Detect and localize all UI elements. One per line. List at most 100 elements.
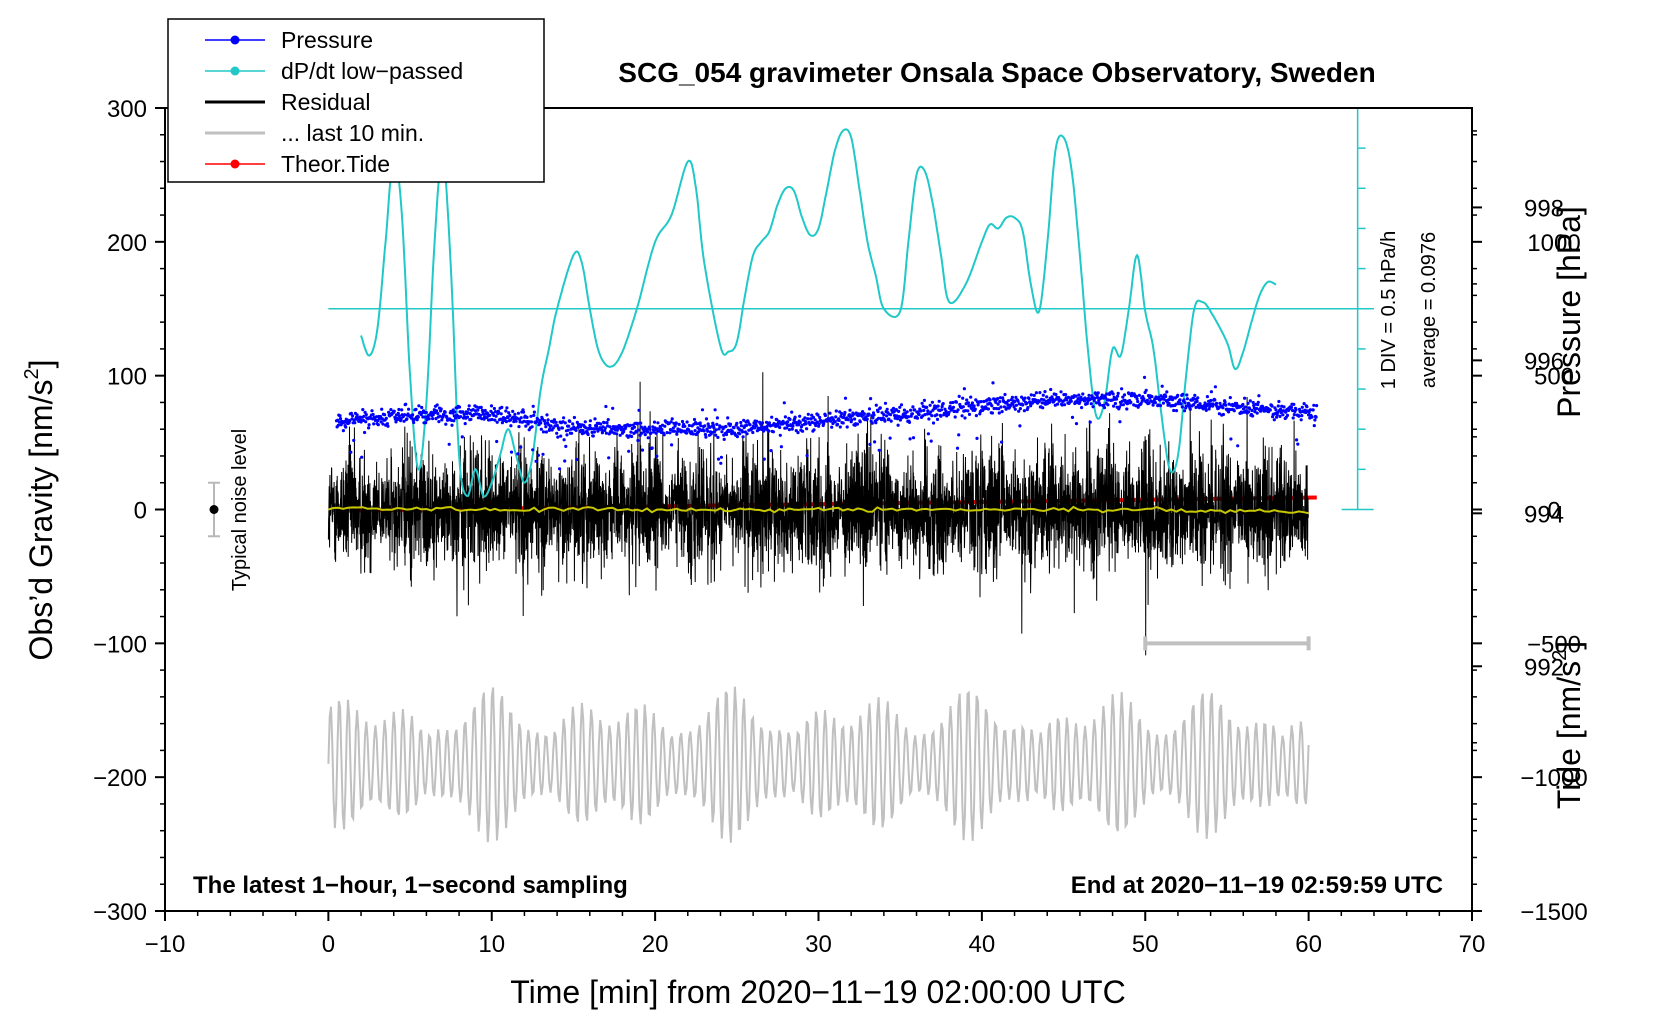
pressure-point [590, 427, 594, 431]
pressure-point [848, 408, 852, 412]
pressure-point [1282, 405, 1286, 409]
pressure-point [744, 423, 749, 427]
pressure-point [972, 404, 976, 408]
pressure-point [583, 420, 587, 424]
pressure-point [1098, 403, 1102, 407]
pressure-point [823, 413, 828, 418]
pressure-point [562, 438, 566, 442]
pressure-point [739, 420, 743, 425]
pressure-point [785, 426, 789, 430]
pressure-point [683, 424, 687, 428]
pressure-point [1144, 388, 1148, 392]
pressure-point [460, 435, 464, 439]
pressure-point [1120, 387, 1124, 391]
pressure-point [910, 412, 915, 416]
pressure-point [797, 423, 801, 427]
pressure-point [937, 399, 941, 403]
pressure-point [790, 410, 794, 414]
pressure-point [1000, 410, 1004, 414]
pressure-point [692, 417, 697, 422]
pressure-point [1025, 401, 1029, 405]
pressure-point [476, 408, 480, 412]
pressure-point [376, 423, 380, 427]
pressure-point [1111, 392, 1115, 396]
pressure-point [1147, 401, 1151, 405]
pressure-point [1116, 394, 1120, 398]
pressure-tick-label: 998 [1524, 195, 1564, 222]
pressure-point [437, 420, 441, 424]
pressure-point [898, 418, 903, 422]
pressure-point [922, 398, 927, 402]
pressure-point [891, 406, 896, 410]
pressure-point [640, 431, 644, 435]
pressure-point [818, 415, 822, 420]
pressure-point [698, 421, 702, 425]
pressure-point [1010, 395, 1015, 399]
pressure-point [883, 419, 887, 423]
pressure-point [1292, 413, 1296, 417]
pressure-point [1041, 393, 1045, 397]
pressure-point [576, 425, 580, 429]
pressure-point [961, 405, 965, 409]
pressure-point [1023, 396, 1027, 400]
pressure-point [629, 430, 633, 434]
pressure-point [396, 411, 400, 415]
pressure-point [711, 423, 716, 427]
pressure-point [421, 415, 425, 419]
pressure-point [1246, 401, 1250, 405]
pressure-point [516, 452, 520, 456]
pressure-point [1194, 405, 1198, 409]
pressure-point [700, 408, 705, 412]
pressure-point [1192, 403, 1196, 407]
y-tick-label: 100 [107, 364, 147, 391]
pressure-point [739, 424, 744, 428]
pressure-point [1169, 395, 1173, 399]
pressure-point [444, 422, 448, 426]
pressure-point [1122, 393, 1127, 397]
pressure-point [509, 450, 514, 454]
pressure-point [1195, 399, 1199, 403]
pressure-point [990, 404, 994, 408]
pressure-point [503, 417, 507, 421]
pressure-point [830, 425, 834, 429]
pressure-point [787, 428, 792, 432]
pressure-point [883, 401, 888, 405]
pressure-point [504, 420, 508, 424]
pressure-point [986, 407, 991, 411]
pressure-point [606, 418, 610, 422]
pressure-point [973, 407, 977, 411]
dpdt-series [360, 128, 1277, 498]
pressure-point [1096, 391, 1100, 395]
pressure-point [662, 433, 666, 437]
pressure-point [846, 418, 850, 422]
pressure-point [1026, 406, 1030, 410]
pressure-point [529, 414, 533, 418]
pressure-point [602, 421, 606, 425]
pressure-point [953, 415, 957, 419]
pressure-point [608, 425, 612, 429]
pressure-point [1176, 393, 1180, 397]
pressure-point [929, 410, 933, 414]
pressure-point [855, 422, 860, 426]
y-tick-label: 300 [107, 96, 147, 123]
pressure-point [1275, 415, 1279, 419]
pressure-point [909, 408, 913, 412]
pressure-point [714, 433, 718, 437]
pressure-point [1018, 407, 1023, 411]
pressure-point [999, 405, 1003, 409]
pressure-point [813, 418, 817, 422]
pressure-point [663, 424, 667, 428]
x-tick-label: 0 [322, 931, 335, 958]
pressure-point [998, 400, 1002, 404]
pressure-point [786, 420, 790, 424]
pressure-point [796, 431, 800, 435]
pressure-point [767, 429, 771, 433]
pressure-point [364, 413, 368, 417]
tide-tick-label: −1500 [1520, 899, 1587, 926]
pressure-point [530, 425, 534, 429]
pressure-point [920, 401, 924, 405]
pressure-point [541, 430, 546, 434]
pressure-point [1164, 394, 1168, 399]
pressure-point [1074, 394, 1078, 398]
